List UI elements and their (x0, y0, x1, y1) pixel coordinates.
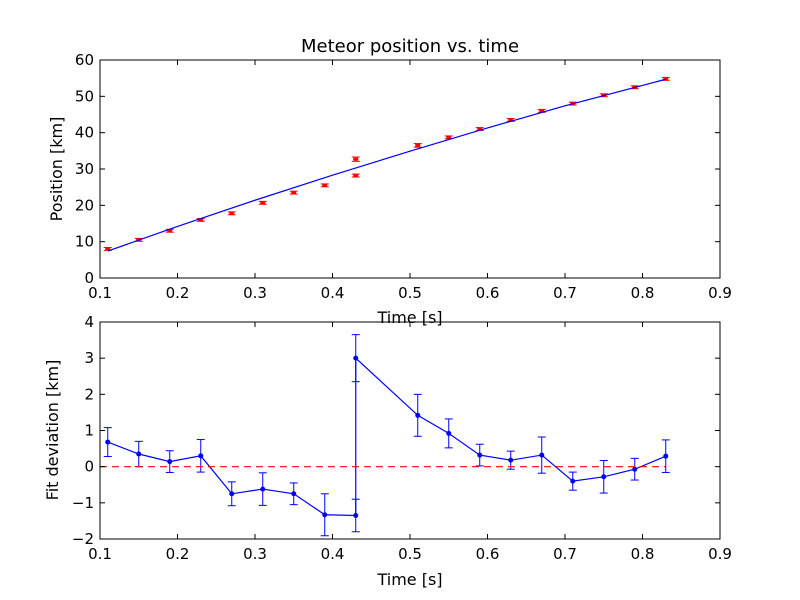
deviation-data-point (570, 478, 576, 484)
position-xtick-label: 0.7 (553, 284, 577, 302)
position-data-point (539, 109, 545, 113)
position-data-point (322, 183, 328, 187)
deviation-xtick-label: 0.6 (476, 545, 500, 563)
deviation-plot-ylabel: Fit deviation [km] (43, 360, 62, 501)
deviation-xtick-label: 0.5 (398, 545, 422, 563)
position-data-point (105, 247, 111, 251)
deviation-data-point (508, 457, 514, 463)
position-ytick-label: 30 (75, 160, 94, 178)
deviation-xtick-label: 0.1 (88, 545, 112, 563)
position-xtick-label: 0.1 (88, 284, 112, 302)
position-xtick-label: 0.6 (476, 284, 500, 302)
deviation-data-point (198, 453, 204, 459)
position-data-point (415, 143, 421, 147)
position-xtick-label: 0.4 (321, 284, 345, 302)
deviation-xtick-label: 0.7 (553, 545, 577, 563)
deviation-data-point (136, 451, 142, 457)
deviation-ytick-label: 4 (84, 313, 94, 331)
deviation-data-point (260, 486, 266, 492)
deviation-plot-marks (100, 334, 670, 537)
position-ytick-label: 60 (75, 51, 94, 69)
position-xtick-label: 0.2 (166, 284, 190, 302)
position-ytick-label: 10 (75, 233, 94, 251)
deviation-data-point (539, 452, 545, 458)
position-data-point (508, 118, 514, 122)
deviation-data-point (601, 474, 607, 480)
position-xtick-label: 0.3 (243, 284, 267, 302)
position-ytick-label: 40 (75, 124, 94, 142)
chart-title: Meteor position vs. time (301, 36, 519, 57)
position-xtick-label: 0.5 (398, 284, 422, 302)
deviation-xtick-label: 0.8 (631, 545, 655, 563)
deviation-data-point (477, 452, 483, 458)
deviation-ytick-label: 1 (84, 422, 94, 440)
deviation-data-point (322, 512, 328, 518)
deviation-ytick-label: −1 (72, 494, 94, 512)
deviation-data-point (353, 355, 359, 361)
position-ytick-label: 0 (84, 269, 94, 287)
deviation-xtick-label: 0.3 (243, 545, 267, 563)
deviation-data-point (105, 439, 111, 445)
deviation-ytick-label: 2 (84, 385, 94, 403)
position-ytick-label: 20 (75, 196, 94, 214)
deviation-ytick-label: 0 (84, 458, 94, 476)
deviation-ytick-label: −2 (72, 530, 94, 548)
deviation-data-point (167, 459, 173, 465)
position-ytick-label: 50 (75, 87, 94, 105)
position-data-point (260, 201, 266, 205)
deviation-data-point (632, 466, 638, 472)
deviation-xtick-label: 0.2 (166, 545, 190, 563)
position-data-point (477, 127, 483, 131)
position-data-point (663, 77, 669, 81)
deviation-plot-xlabel: Time [s] (376, 570, 442, 589)
position-data-point (353, 174, 359, 178)
position-data-point (446, 135, 452, 139)
deviation-data-point (353, 512, 359, 518)
position-data-point (229, 211, 235, 215)
deviation-xtick-label: 0.4 (321, 545, 345, 563)
position-plot-marks (103, 76, 670, 252)
position-data-point (353, 157, 359, 161)
deviation-plot: 0.1 0.2 0.3 0.4 0.5 0.6 0.7 0.8 0.9 −2 −1 0 1 2 3 4 Tim… (43, 313, 732, 589)
deviation-data-point (291, 491, 297, 497)
position-data-point (198, 218, 204, 222)
position-series-line-1 (107, 78, 666, 252)
position-data-point (291, 191, 297, 195)
deviation-data-point (415, 412, 421, 418)
position-xtick-label: 0.9 (708, 284, 732, 302)
deviation-plot-ticks: 0.1 0.2 0.3 0.4 0.5 0.6 0.7 0.8 0.9 −2 −1 0 1 2 3 4 (72, 313, 732, 563)
deviation-xtick-label: 0.9 (708, 545, 732, 563)
deviation-data-point (663, 453, 669, 459)
position-xtick-label: 0.8 (631, 284, 655, 302)
position-data-point (167, 229, 173, 233)
position-plot-ticks: 0.1 0.2 0.3 0.4 0.5 0.6 0.7 0.8 0.9 0 10 20 30 40 50 60 (75, 51, 732, 302)
position-plot-ylabel: Position [km] (47, 117, 66, 222)
deviation-data-point (229, 491, 235, 497)
deviation-data-point (446, 430, 452, 436)
deviation-ytick-label: 3 (84, 349, 94, 367)
